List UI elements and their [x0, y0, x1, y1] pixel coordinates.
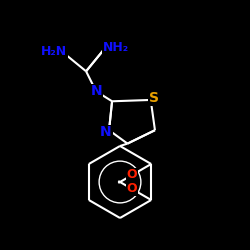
Text: O: O [127, 168, 138, 181]
Text: N: N [100, 125, 112, 139]
Text: O: O [127, 182, 138, 196]
Text: NH₂: NH₂ [103, 41, 129, 54]
Text: H₂N: H₂N [41, 45, 67, 58]
Text: N: N [90, 84, 102, 98]
Text: S: S [149, 91, 159, 105]
